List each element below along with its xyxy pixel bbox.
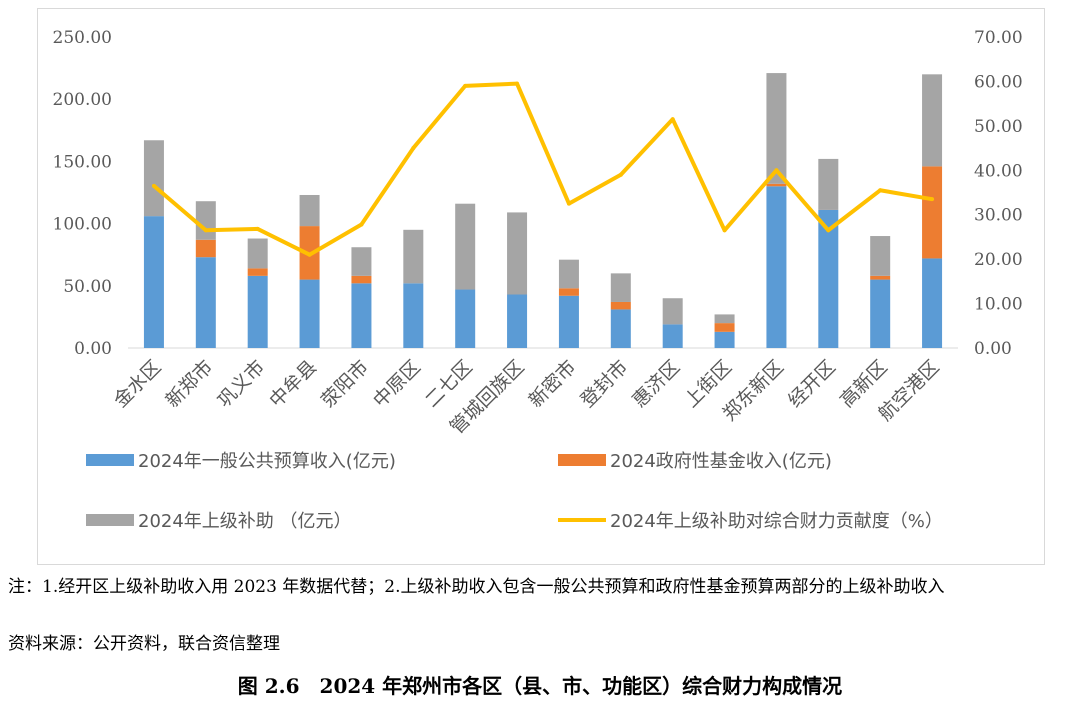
bar-segment — [299, 194, 320, 227]
category-label: 新郑市 — [161, 356, 217, 412]
contribution-point — [151, 183, 156, 188]
chart-note: 注：1.经开区上级补助收入用 2023 年数据代替；2.上级补助收入包含一般公共… — [8, 577, 945, 597]
bar-segment — [714, 331, 735, 348]
bar-segment — [610, 273, 631, 302]
contribution-point — [930, 197, 935, 202]
bar-segment — [922, 74, 943, 167]
contribution-point — [359, 222, 364, 227]
contribution-point — [566, 201, 571, 206]
y-left-tick-label: 150.00 — [53, 152, 112, 172]
chart-frame — [37, 8, 1045, 565]
legend-label: 2024年一般公共预算收入(亿元) — [138, 451, 396, 472]
contribution-point — [774, 168, 779, 173]
legend-swatch — [86, 454, 134, 466]
bar-segment — [870, 236, 891, 276]
y-right-tick-label: 30.00 — [974, 206, 1023, 226]
y-right-tick-label: 70.00 — [974, 28, 1023, 48]
bar-segment — [558, 295, 579, 348]
bar-segment — [143, 216, 164, 348]
y-left-tick-label: 200.00 — [53, 90, 112, 110]
bar-segment — [662, 298, 683, 325]
legend-swatch — [86, 514, 134, 526]
bar-segment — [143, 140, 164, 217]
bar-segment — [818, 209, 839, 348]
legend-label: 2024政府性基金收入(亿元) — [610, 451, 832, 472]
bar-segment — [299, 279, 320, 348]
contribution-point — [463, 83, 468, 88]
contribution-point — [618, 172, 623, 177]
y-right-tick-label: 60.00 — [974, 72, 1023, 92]
data-source: 资料来源：公开资料，联合资信整理 — [8, 634, 280, 654]
contribution-point — [826, 228, 831, 233]
bar-segment — [610, 309, 631, 348]
category-label: 中原区 — [369, 356, 425, 412]
bar-segment — [247, 275, 268, 348]
bar-segment — [507, 212, 528, 295]
bar-segment — [766, 186, 787, 348]
bar-segment — [195, 257, 216, 348]
figure-caption: 图 2.6 2024 年郑州市各区（县、市、功能区）综合财力构成情况 — [237, 674, 843, 698]
bar-segment — [662, 324, 683, 348]
category-label: 经开区 — [784, 356, 840, 412]
bar-segment — [507, 294, 528, 348]
contribution-point — [722, 228, 727, 233]
category-label: 中牟县 — [265, 356, 321, 412]
y-left-tick-label: 0.00 — [74, 339, 112, 359]
contribution-line — [152, 81, 933, 257]
category-label: 荥阳市 — [317, 356, 373, 412]
bar-segment — [247, 238, 268, 269]
contribution-point — [203, 228, 208, 233]
bar-segment — [195, 201, 216, 240]
bar-segment — [714, 314, 735, 324]
bar-segment — [247, 268, 268, 276]
y-right-tick-label: 50.00 — [974, 117, 1023, 137]
bar-segment — [714, 323, 735, 332]
category-label: 巩义市 — [213, 356, 269, 412]
category-label: 金水区 — [110, 356, 166, 412]
category-label: 新密市 — [525, 356, 581, 412]
y-left-tick-label: 50.00 — [63, 277, 112, 297]
bar-segment — [870, 275, 891, 280]
legend-label: 2024年上级补助对综合财力贡献度（%） — [610, 511, 943, 532]
legend-swatch — [558, 454, 606, 466]
bar-segment — [351, 275, 372, 284]
bar-segment — [610, 301, 631, 310]
contribution-point — [515, 81, 520, 86]
category-label: 登封市 — [576, 356, 632, 412]
y-right-tick-label: 20.00 — [974, 250, 1023, 270]
bar-segment — [403, 229, 424, 284]
y-right-tick-label: 10.00 — [974, 295, 1023, 315]
bar-segment — [195, 239, 216, 258]
stacked-bar-line-chart: 0.00 50.00 100.00 150.00 200.00 250.00 0.00 10.… — [53, 28, 1023, 532]
contribution-point — [307, 252, 312, 257]
bar-segment — [455, 289, 476, 348]
contribution-point — [255, 226, 260, 231]
y-left-tick-label: 250.00 — [53, 28, 112, 48]
contribution-point — [411, 146, 416, 151]
contribution-point — [878, 188, 883, 193]
legend-label: 2024年上级补助 （亿元） — [138, 511, 352, 532]
bar-segment — [403, 283, 424, 348]
contribution-point — [670, 117, 675, 122]
bar-segment — [455, 203, 476, 290]
bar-segment — [766, 73, 787, 184]
bar-segment — [922, 258, 943, 348]
bar-segment — [766, 183, 787, 187]
y-right-tick-label: 40.00 — [974, 161, 1023, 181]
bar-segment — [922, 166, 943, 259]
bar-segment — [558, 288, 579, 296]
y-left-tick-label: 100.00 — [53, 215, 112, 235]
bar-segment — [558, 259, 579, 289]
y-right-tick-label: 0.00 — [974, 339, 1012, 359]
bar-segment — [870, 279, 891, 348]
bar-segment — [351, 283, 372, 348]
category-label: 惠济区 — [628, 356, 684, 412]
bar-segment — [818, 158, 839, 210]
bar-segment — [351, 247, 372, 276]
